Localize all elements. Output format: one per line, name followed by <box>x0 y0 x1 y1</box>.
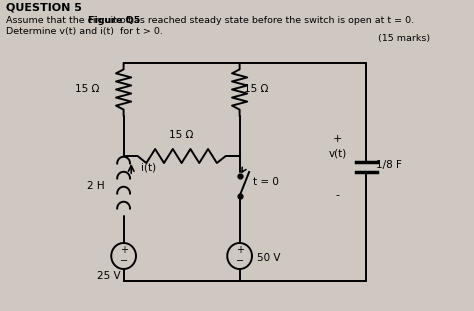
Text: −: − <box>119 256 128 266</box>
Text: Determine v(t) and i(t)  for t > 0.: Determine v(t) and i(t) for t > 0. <box>6 27 163 36</box>
Text: +: + <box>236 245 244 255</box>
Text: QUESTION 5: QUESTION 5 <box>6 3 82 13</box>
Text: i(t): i(t) <box>141 163 156 173</box>
Text: 25 V: 25 V <box>97 271 120 281</box>
Text: Figure Q5: Figure Q5 <box>89 16 141 25</box>
Text: +: + <box>333 134 342 144</box>
Text: t = 0: t = 0 <box>253 177 279 187</box>
Text: (15 marks): (15 marks) <box>378 34 430 43</box>
Text: 1/8 F: 1/8 F <box>375 160 401 170</box>
Text: 15 Ω: 15 Ω <box>74 85 99 95</box>
Text: 2 H: 2 H <box>87 181 105 191</box>
Text: has reached steady state before the switch is open at t = 0.: has reached steady state before the swit… <box>125 16 414 25</box>
Text: 50 V: 50 V <box>257 253 280 263</box>
Text: 15 Ω: 15 Ω <box>169 130 194 140</box>
Text: Assume that the circuit of: Assume that the circuit of <box>6 16 132 25</box>
Text: 15 Ω: 15 Ω <box>245 85 269 95</box>
Text: v(t): v(t) <box>328 148 346 158</box>
Text: −: − <box>236 256 244 266</box>
Text: +: + <box>119 245 128 255</box>
Text: -: - <box>336 190 339 200</box>
